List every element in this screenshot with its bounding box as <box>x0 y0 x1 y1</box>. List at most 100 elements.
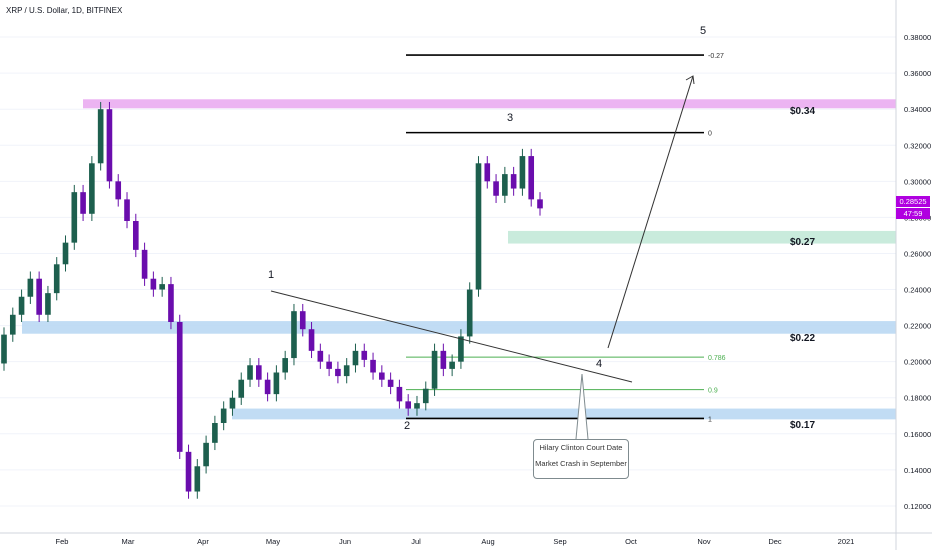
candle-body <box>18 296 25 315</box>
candle-body <box>247 365 253 380</box>
zone-price-label: $0.34 <box>790 106 815 117</box>
projection-arrow <box>607 75 694 349</box>
candle-body <box>9 314 16 335</box>
zone-price-label: $0.22 <box>790 333 815 344</box>
candle-body <box>115 181 122 200</box>
time-tick-label: May <box>266 537 280 546</box>
price-tick-label: 0.18000 <box>904 394 931 403</box>
candle-body <box>440 350 447 369</box>
candle-body <box>519 156 526 189</box>
candle-body <box>53 264 60 294</box>
annotation-line-1: Hilary Clinton Court Date <box>539 443 623 452</box>
candle-body <box>537 199 543 209</box>
candle-body <box>229 397 236 409</box>
price-tick-label: 0.24000 <box>904 286 931 295</box>
candle-body <box>502 174 508 196</box>
time-tick-label: Dec <box>768 537 782 546</box>
time-tick-label: Mar <box>122 537 135 546</box>
wave-label: 4 <box>596 358 602 370</box>
candle-body <box>343 365 350 377</box>
candle-body <box>256 365 262 380</box>
grid <box>0 36 896 507</box>
time-tick-label: Jul <box>411 537 421 546</box>
price-tick-label: 0.30000 <box>904 177 931 186</box>
candle-body <box>71 192 78 243</box>
candle-body <box>422 388 429 404</box>
candle-body <box>370 359 376 373</box>
candle-body <box>379 372 385 380</box>
candle-body <box>238 379 245 398</box>
candle-body <box>308 329 315 351</box>
note-pointer <box>575 373 589 440</box>
candle-body <box>510 174 517 189</box>
time-tick-label: Aug <box>481 537 494 546</box>
candle-body <box>449 361 455 369</box>
candle-body <box>317 350 324 362</box>
fib-label: 0.786 <box>708 355 726 362</box>
candle-body <box>62 242 69 265</box>
countdown-badge: 47:59 <box>896 208 930 219</box>
candle-body <box>405 401 412 409</box>
candle-body <box>1 334 7 364</box>
price-tick-label: 0.20000 <box>904 358 931 367</box>
price-tick-label: 0.14000 <box>904 466 931 475</box>
fib-levels: -0.27 0 0.786 0.9 1 <box>406 53 726 423</box>
candle-body <box>194 466 201 492</box>
arrow-head <box>685 75 695 85</box>
trend-line <box>270 290 633 383</box>
candle-body <box>326 361 332 369</box>
current-price-badge: 0.28525 <box>896 196 930 207</box>
candle-body <box>414 403 420 409</box>
candle-body <box>141 249 148 279</box>
fib-label: 0.9 <box>708 388 718 395</box>
zone-price-label: $0.17 <box>790 420 815 431</box>
fib-label: -0.27 <box>708 53 724 60</box>
price-tick-label: 0.32000 <box>904 141 931 150</box>
candle-body <box>203 442 209 467</box>
price-tick-label: 0.26000 <box>904 249 931 258</box>
annotation-line-2: Market Crash in September <box>535 459 627 468</box>
price-tick-label: 0.12000 <box>904 502 931 511</box>
time-tick-label: Feb <box>56 537 69 546</box>
candle-body <box>396 386 403 402</box>
time-tick-label: Nov <box>697 537 711 546</box>
zone-band <box>22 321 896 334</box>
zone-band <box>508 230 896 244</box>
time-tick-label: 2021 <box>838 537 855 546</box>
price-tick-label: 0.38000 <box>904 33 931 42</box>
time-tick-label: Jun <box>339 537 351 546</box>
wave-label: 1 <box>268 269 274 281</box>
candle-body <box>89 163 95 214</box>
wave-label: 5 <box>700 25 706 37</box>
candle-body <box>106 109 113 182</box>
candle-body <box>282 358 288 373</box>
wave-label: 3 <box>507 112 513 124</box>
candle-body <box>36 278 42 315</box>
candle-body <box>45 293 51 315</box>
fib-label: 0 <box>708 131 712 138</box>
price-tick-label: 0.36000 <box>904 69 931 78</box>
symbol-label: XRP / U.S. Dollar, 1D, BITFINEX <box>6 6 123 15</box>
zone-band <box>83 99 896 109</box>
candles <box>1 101 543 499</box>
candle-body <box>132 221 139 250</box>
candle-body <box>80 192 86 214</box>
candle-body <box>97 109 104 164</box>
candle-body <box>273 372 280 395</box>
candle-body <box>264 379 271 395</box>
candle-body <box>431 350 438 389</box>
candle-body <box>299 311 306 330</box>
candle-body <box>458 336 464 362</box>
candle-body <box>159 284 165 290</box>
candle-body <box>352 350 359 366</box>
candle-body <box>212 422 218 443</box>
candle-body <box>361 350 368 360</box>
zone-price-label: $0.27 <box>790 237 815 248</box>
candle-body <box>291 311 297 359</box>
time-tick-label: Sep <box>553 537 566 546</box>
drawings: 1 2 3 4 5 <box>268 25 706 440</box>
candle-body <box>475 163 482 290</box>
candle-body <box>27 278 34 297</box>
